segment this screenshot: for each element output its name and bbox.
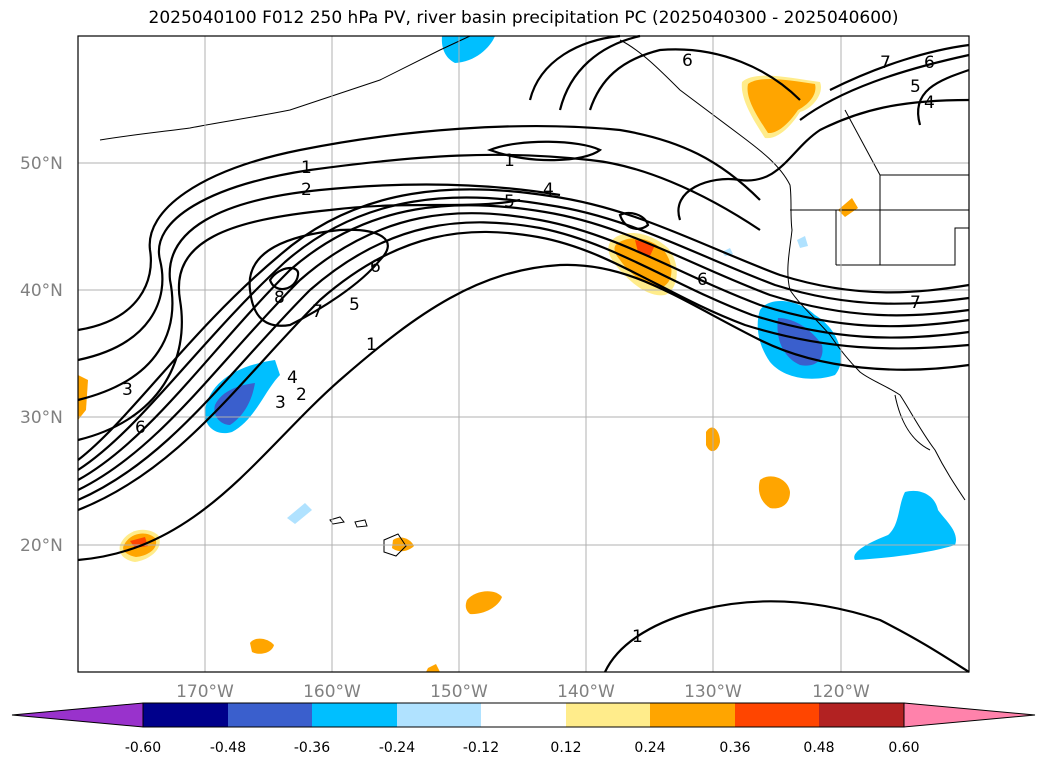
lat-tick-label: 50°N	[20, 154, 63, 174]
contour-line	[77, 204, 970, 481]
contour-label: 2	[301, 180, 312, 200]
contour-line	[77, 198, 521, 442]
colorbar-tick-label: -0.48	[210, 740, 246, 756]
contour-label: 3	[275, 393, 286, 413]
lon-tick-label: 170°W	[176, 682, 234, 702]
lon-tick-label: 140°W	[557, 682, 615, 702]
colorbar-segment	[397, 703, 481, 727]
map-frame	[77, 35, 970, 673]
contour-line	[618, 211, 650, 230]
gridlines	[78, 36, 969, 672]
colorbar-extend-high	[903, 702, 1036, 728]
contour-label: 1	[504, 151, 515, 171]
contour-label: 6	[135, 418, 146, 438]
contour-line	[917, 68, 970, 126]
contour-line	[486, 140, 603, 162]
contour-label: 1	[632, 627, 643, 647]
contour-line	[77, 196, 970, 471]
map-title: 2025040100 F012 250 hPa PV, river basin …	[148, 8, 899, 28]
lat-tick-label: 20°N	[20, 536, 63, 556]
contour-label: 6	[682, 51, 693, 71]
lon-tick-label: 150°W	[430, 682, 488, 702]
pv-contours	[77, 34, 970, 673]
colorbar-extend-low	[11, 702, 144, 728]
contour-line	[77, 153, 761, 362]
colorbar-segment	[228, 703, 312, 727]
colorbar-segment	[312, 703, 397, 727]
lon-tick-label: 120°W	[812, 682, 870, 702]
lon-tick-label: 160°W	[303, 682, 361, 702]
contour-line	[77, 212, 970, 491]
colorbar-tick-label: 0.24	[634, 740, 665, 756]
colorbar-tick-label: 0.60	[888, 740, 919, 756]
contour-line	[588, 48, 801, 111]
lon-ticks: 170°W 160°W 150°W 140°W 130°W 120°W	[176, 682, 870, 702]
colorbar-segment	[650, 703, 735, 727]
colorbar-tick-label: -0.36	[294, 740, 330, 756]
contour-label: 4	[287, 368, 298, 388]
contour-line	[528, 34, 621, 101]
contour-line	[677, 98, 970, 221]
lat-ticks: 50°N 40°N 30°N 20°N	[20, 154, 63, 556]
contour-line	[829, 43, 970, 91]
contour-label: 6	[697, 270, 708, 290]
colorbar: -0.60 -0.48 -0.36 -0.24 -0.12 0.12 0.24 …	[11, 702, 1036, 756]
contour-label: 4	[924, 93, 935, 113]
contour-line	[77, 124, 761, 332]
contour-label: 1	[301, 158, 312, 178]
contour-line	[77, 221, 970, 502]
colorbar-tick-label: -0.12	[463, 740, 499, 756]
contour-label: 3	[122, 380, 133, 400]
contour-line	[248, 228, 389, 327]
contour-label: 5	[504, 192, 515, 212]
contour-label: 2	[296, 385, 307, 405]
contour-label: 7	[880, 53, 891, 73]
colorbar-segment	[566, 703, 650, 727]
contour-line	[77, 263, 970, 562]
colorbar-tick-label: -0.60	[125, 740, 161, 756]
contour-line	[77, 188, 970, 461]
colorbar-segment	[143, 703, 228, 727]
lat-tick-label: 40°N	[20, 281, 63, 301]
contour-line	[799, 53, 970, 121]
lat-tick-label: 30°N	[20, 408, 63, 428]
contour-label: 6	[924, 53, 935, 73]
contour-label: 7	[312, 302, 323, 322]
colorbar-segment	[481, 703, 566, 727]
colorbar-tick-label: 0.12	[550, 740, 581, 756]
contour-label: 5	[910, 77, 921, 97]
contour-label: 6	[370, 257, 381, 277]
contour-line	[77, 230, 970, 512]
lon-tick-label: 130°W	[684, 682, 742, 702]
colorbar-tick-label: 0.48	[803, 740, 834, 756]
contour-label: 8	[274, 288, 285, 308]
contour-label: 7	[910, 293, 921, 313]
neg-patch-southeast	[854, 490, 957, 560]
colorbar-tick-label: -0.24	[379, 740, 415, 756]
contour-label: 1	[366, 335, 377, 355]
colorbar-segment	[735, 703, 819, 727]
contour-line	[604, 600, 970, 673]
contour-label: 5	[349, 295, 360, 315]
coastlines	[99, 35, 969, 557]
contour-labels: 1 2 1 4 5 6 7 5 8 1 3 4 3 2 6 6 7 6 7 6 …	[122, 51, 935, 647]
colorbar-tick-label: 0.36	[719, 740, 750, 756]
contour-line	[268, 267, 300, 291]
colorbar-segment	[819, 703, 904, 727]
contour-label: 4	[543, 180, 554, 200]
contour-line	[77, 183, 561, 402]
contour-line	[558, 34, 641, 111]
